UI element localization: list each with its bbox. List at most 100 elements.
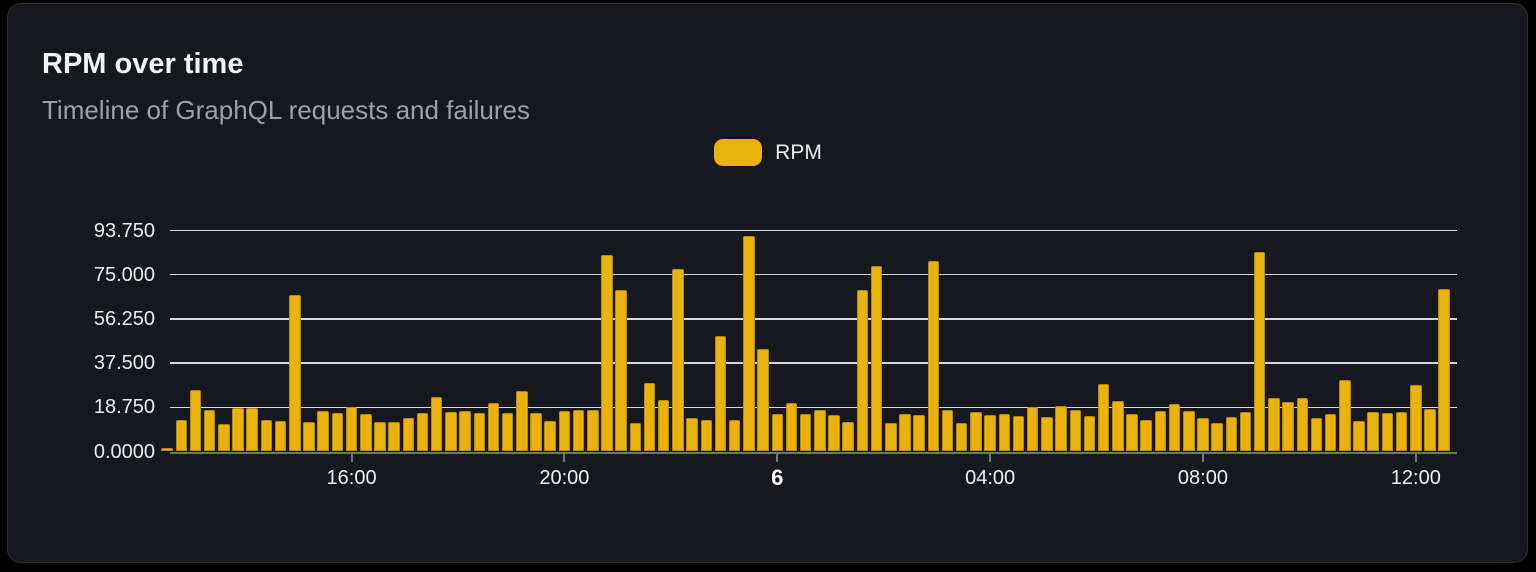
rpm-bar[interactable] bbox=[771, 414, 783, 452]
rpm-bar[interactable] bbox=[700, 419, 713, 452]
rpm-bar[interactable] bbox=[913, 415, 925, 452]
rpm-bar[interactable] bbox=[1367, 411, 1379, 452]
rpm-bar[interactable] bbox=[1239, 412, 1252, 452]
rpm-bar[interactable] bbox=[1069, 409, 1081, 452]
rpm-bar[interactable] bbox=[1353, 421, 1365, 452]
rpm-bar[interactable] bbox=[587, 410, 599, 452]
rpm-bar[interactable] bbox=[1197, 418, 1209, 452]
rpm-bar[interactable] bbox=[629, 423, 642, 452]
legend-item-rpm[interactable]: RPM bbox=[714, 139, 822, 166]
x-axis-line bbox=[170, 451, 1457, 454]
rpm-bar[interactable] bbox=[459, 410, 471, 452]
rpm-bar[interactable] bbox=[1041, 417, 1053, 452]
rpm-bar[interactable] bbox=[374, 422, 386, 452]
rpm-bar[interactable] bbox=[331, 412, 344, 452]
rpm-bar[interactable] bbox=[416, 413, 429, 452]
rpm-bar[interactable] bbox=[1424, 408, 1436, 452]
rpm-bar[interactable] bbox=[1296, 398, 1309, 452]
rpm-bar[interactable] bbox=[487, 403, 500, 452]
rpm-bar[interactable] bbox=[175, 419, 188, 452]
rpm-bar[interactable] bbox=[615, 290, 627, 452]
chart-subtitle: Timeline of GraphQL requests and failure… bbox=[42, 95, 530, 125]
rpm-bar[interactable] bbox=[686, 418, 698, 452]
rpm-bar[interactable] bbox=[232, 407, 244, 452]
rpm-bar[interactable] bbox=[1154, 410, 1167, 452]
rpm-bar[interactable] bbox=[899, 413, 911, 452]
rpm-bar[interactable] bbox=[1310, 417, 1323, 452]
rpm-bar[interactable] bbox=[984, 414, 996, 452]
legend: RPM bbox=[0, 139, 1536, 166]
rpm-bar[interactable] bbox=[388, 421, 400, 452]
rpm-bar[interactable] bbox=[657, 399, 670, 452]
rpm-bar[interactable] bbox=[445, 411, 457, 452]
rpm-bar[interactable] bbox=[572, 410, 585, 452]
rpm-bar[interactable] bbox=[785, 403, 798, 452]
rpm-bar[interactable] bbox=[828, 415, 840, 452]
rpm-bar[interactable] bbox=[501, 413, 514, 452]
rpm-bar[interactable] bbox=[1282, 401, 1294, 452]
rpm-bar[interactable] bbox=[530, 413, 542, 452]
rpm-bar[interactable] bbox=[203, 409, 216, 452]
rpm-bar[interactable] bbox=[317, 410, 329, 452]
rpm-bar[interactable] bbox=[728, 419, 741, 452]
rpm-bar[interactable] bbox=[1097, 383, 1110, 452]
x-axis-tick bbox=[350, 453, 353, 462]
rpm-bar[interactable] bbox=[402, 418, 415, 452]
rpm-bar[interactable] bbox=[1324, 413, 1337, 452]
rpm-bar[interactable] bbox=[1140, 420, 1152, 452]
rpm-bar[interactable] bbox=[1026, 407, 1039, 452]
rpm-bar[interactable] bbox=[743, 235, 755, 452]
y-axis-label: 18.750 bbox=[93, 396, 155, 419]
rpm-bar[interactable] bbox=[260, 419, 273, 452]
rpm-bar[interactable] bbox=[430, 396, 443, 452]
rpm-bar[interactable] bbox=[274, 420, 287, 452]
rpm-bar[interactable] bbox=[1381, 413, 1394, 452]
rpm-bar[interactable] bbox=[345, 406, 358, 452]
rpm-bar[interactable] bbox=[516, 391, 528, 452]
rpm-bar[interactable] bbox=[870, 266, 883, 452]
rpm-bar[interactable] bbox=[799, 414, 812, 452]
rpm-bar[interactable] bbox=[189, 389, 202, 452]
rpm-bar[interactable] bbox=[1168, 403, 1181, 452]
rpm-bar[interactable] bbox=[161, 447, 173, 452]
gridline bbox=[170, 362, 1457, 364]
rpm-bar[interactable] bbox=[955, 423, 968, 452]
rpm-bar[interactable] bbox=[1268, 397, 1280, 452]
rpm-bar[interactable] bbox=[927, 260, 940, 452]
rpm-bar[interactable] bbox=[672, 268, 684, 452]
rpm-bar[interactable] bbox=[558, 410, 571, 452]
rpm-bar[interactable] bbox=[544, 421, 556, 452]
rpm-bar[interactable] bbox=[303, 422, 315, 452]
rpm-bar[interactable] bbox=[1055, 406, 1067, 452]
rpm-bar[interactable] bbox=[218, 424, 230, 452]
rpm-bar[interactable] bbox=[1112, 400, 1124, 452]
rpm-bar[interactable] bbox=[1395, 412, 1408, 452]
rpm-bar[interactable] bbox=[941, 409, 954, 452]
rpm-bar[interactable] bbox=[1126, 414, 1138, 452]
rpm-bar[interactable] bbox=[842, 422, 854, 452]
rpm-bar[interactable] bbox=[856, 290, 869, 452]
rpm-bar[interactable] bbox=[885, 423, 897, 452]
rpm-bar[interactable] bbox=[473, 412, 486, 452]
rpm-bar[interactable] bbox=[360, 414, 372, 452]
rpm-bar[interactable] bbox=[643, 383, 656, 452]
rpm-bar[interactable] bbox=[757, 348, 769, 452]
rpm-bar[interactable] bbox=[1225, 416, 1238, 452]
rpm-bar[interactable] bbox=[1339, 379, 1351, 452]
rpm-bar[interactable] bbox=[1083, 416, 1096, 452]
rpm-bar[interactable] bbox=[998, 413, 1011, 452]
rpm-bar[interactable] bbox=[1012, 415, 1025, 452]
rpm-bar[interactable] bbox=[814, 410, 826, 452]
rpm-bar[interactable] bbox=[601, 255, 613, 452]
rpm-bar[interactable] bbox=[1183, 411, 1195, 452]
rpm-bar[interactable] bbox=[246, 407, 258, 452]
rpm-bar[interactable] bbox=[1253, 251, 1266, 452]
rpm-bar[interactable] bbox=[289, 294, 301, 452]
rpm-bar[interactable] bbox=[1438, 289, 1450, 452]
rpm-bar[interactable] bbox=[1211, 423, 1223, 452]
rpm-bar[interactable] bbox=[714, 335, 727, 452]
rpm-bar[interactable] bbox=[1410, 384, 1422, 452]
rpm-bar[interactable] bbox=[970, 411, 982, 452]
y-axis-label: 37.500 bbox=[93, 352, 155, 375]
